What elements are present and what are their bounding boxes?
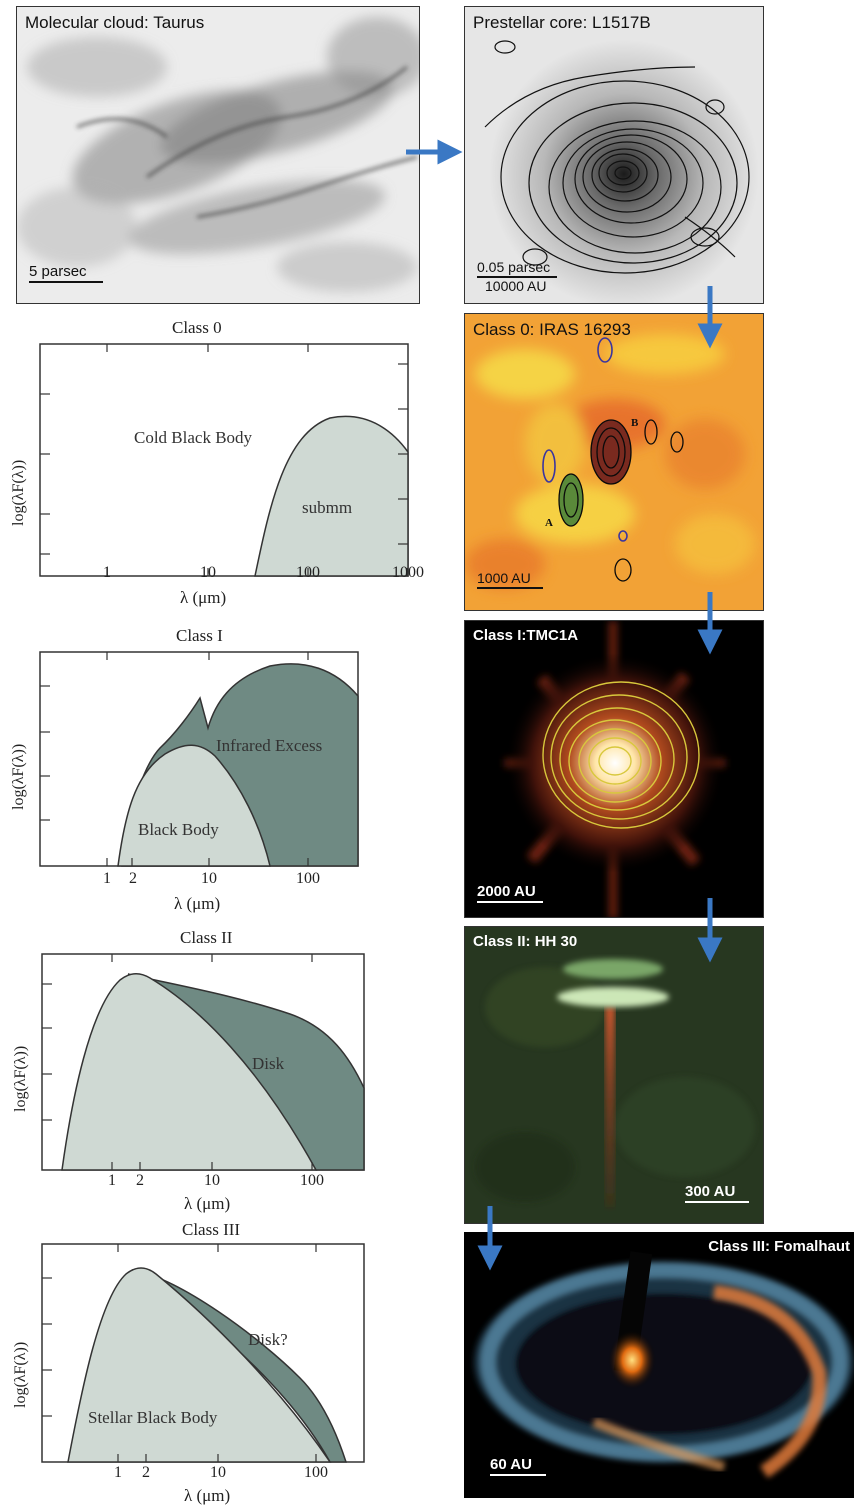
sed-class-3-label-disk: Disk?	[248, 1330, 288, 1349]
taurus-panel: Molecular cloud: Taurus 5 parsec	[16, 6, 420, 304]
sed-class-3-tick-3: 10	[210, 1464, 226, 1481]
sed-class-1-label-bb: Black Body	[138, 820, 219, 839]
sed-class-2-tick-4: 100	[300, 1172, 324, 1189]
sed-class-0-plot	[39, 343, 409, 577]
l1517b-contours	[465, 7, 763, 303]
sed-class-0-tick-2: 10	[200, 564, 216, 581]
sed-class-0-title: Class 0	[172, 318, 222, 337]
iras-panel: A B Class 0: IRAS 16293 1000 AU	[464, 313, 764, 611]
hh30-scale-text: 300 AU	[685, 1183, 736, 1200]
tmc1a-image	[465, 621, 763, 917]
sed-class-1-label-ir: Infrared Excess	[216, 736, 323, 755]
l1517b-scale-bar	[477, 276, 557, 278]
sed-class-0-tick-4: 1000	[392, 564, 424, 581]
hh30-scale-bar	[685, 1201, 749, 1203]
l1517b-panel: Prestellar core: L1517B 0.05 parsec 1000…	[464, 6, 764, 304]
tmc1a-panel: Class I:TMC1A 2000 AU	[464, 620, 764, 918]
taurus-label: Molecular cloud: Taurus	[25, 13, 205, 32]
tmc1a-scale-text: 2000 AU	[477, 883, 536, 900]
sed-class-1-xlabel: λ (μm)	[174, 894, 221, 913]
sed-class-0-tick-1: 1	[103, 564, 111, 581]
tmc1a-scalebar: 2000 AU	[477, 883, 543, 903]
taurus-scale-text: 5 parsec	[29, 263, 87, 280]
sed-class-1-tick-2: 2	[129, 870, 137, 887]
sed-class-1-ylabel: log(λF(λ))	[10, 743, 27, 810]
sed-class-2: Class II log(λF(λ)) 1 2 10 100 λ (μm) Di…	[0, 928, 440, 1228]
sed-class-2-ylabel: log(λF(λ))	[12, 1045, 29, 1112]
iras-marker-b: B	[631, 417, 639, 429]
taurus-scalebar: 5 parsec	[29, 263, 103, 283]
sed-class-0-tick-3: 100	[296, 564, 320, 581]
iras-label: Class 0: IRAS 16293	[473, 320, 631, 339]
iras-scale-bar	[477, 587, 543, 589]
sed-class-1-title: Class I	[176, 626, 223, 645]
sed-class-0-label-cold: Cold Black Body	[134, 428, 253, 447]
iras-scale-text: 1000 AU	[477, 570, 531, 586]
hh30-scalebar: 300 AU	[685, 1183, 749, 1203]
l1517b-scale-text-2: 10000 AU	[485, 278, 547, 294]
sed-class-3-title: Class III	[182, 1220, 241, 1239]
sed-class-2-plot	[41, 953, 365, 1171]
sed-class-2-tick-1: 1	[108, 1172, 116, 1189]
hh30-panel: Class II: HH 30 300 AU	[464, 926, 764, 1224]
sed-class-0: Class 0 log(λF(λ)) 1 10 100 1000 λ (μm) …	[0, 314, 440, 614]
sed-class-1-plot	[39, 651, 359, 867]
fomalhaut-image	[464, 1232, 854, 1498]
l1517b-scalebar: 0.05 parsec 10000 AU	[477, 259, 557, 294]
sed-class-2-tick-3: 10	[204, 1172, 220, 1189]
l1517b-scale-text-1: 0.05 parsec	[477, 259, 551, 275]
sed-class-3-xlabel: λ (μm)	[184, 1486, 231, 1505]
sed-class-0-label-submm: submm	[302, 498, 353, 517]
fomalhaut-scale-bar	[490, 1474, 546, 1476]
tmc1a-label: Class I:TMC1A	[473, 627, 579, 644]
fomalhaut-label: Class III: Fomalhaut	[708, 1238, 850, 1255]
fomalhaut-scale-text: 60 AU	[490, 1456, 532, 1473]
hh30-label: Class II: HH 30	[473, 933, 578, 950]
sed-class-2-xlabel: λ (μm)	[184, 1194, 231, 1213]
tmc1a-scale-bar	[477, 901, 543, 903]
sed-class-2-tick-2: 2	[136, 1172, 144, 1189]
sed-class-3-tick-4: 100	[304, 1464, 328, 1481]
sed-class-0-xlabel: λ (μm)	[180, 588, 227, 607]
taurus-image	[17, 7, 419, 303]
l1517b-label: Prestellar core: L1517B	[473, 13, 651, 32]
sed-class-1-tick-1: 1	[103, 870, 111, 887]
sed-class-3-plot	[41, 1243, 365, 1463]
taurus-scale-bar	[29, 281, 103, 283]
sed-class-3-ylabel: log(λF(λ))	[12, 1341, 29, 1408]
sed-class-1-tick-4: 100	[296, 870, 320, 887]
sed-class-2-title: Class II	[180, 928, 233, 947]
fomalhaut-panel: Class III: Fomalhaut 60 AU	[464, 1232, 854, 1498]
iras-scalebar: 1000 AU	[477, 570, 543, 589]
iras-marker-a: A	[545, 517, 553, 529]
sed-class-3-tick-2: 2	[142, 1464, 150, 1481]
sed-class-3-label-stellar: Stellar Black Body	[88, 1408, 218, 1427]
sed-class-2-label-disk: Disk	[252, 1054, 285, 1073]
iras-image: A B	[465, 314, 763, 610]
sed-class-0-ylabel: log(λF(λ))	[10, 459, 27, 526]
sed-class-1-tick-3: 10	[201, 870, 217, 887]
hh30-image	[465, 927, 763, 1223]
fomalhaut-scalebar: 60 AU	[490, 1456, 546, 1476]
sed-class-1: Class I log(λF(λ)) 1 2 10 100 λ (μm) Inf…	[0, 624, 440, 924]
sed-class-3-tick-1: 1	[114, 1464, 122, 1481]
sed-class-3: Class III log(λF(λ)) 1 2 10 100 λ (μm) D…	[0, 1218, 440, 1508]
